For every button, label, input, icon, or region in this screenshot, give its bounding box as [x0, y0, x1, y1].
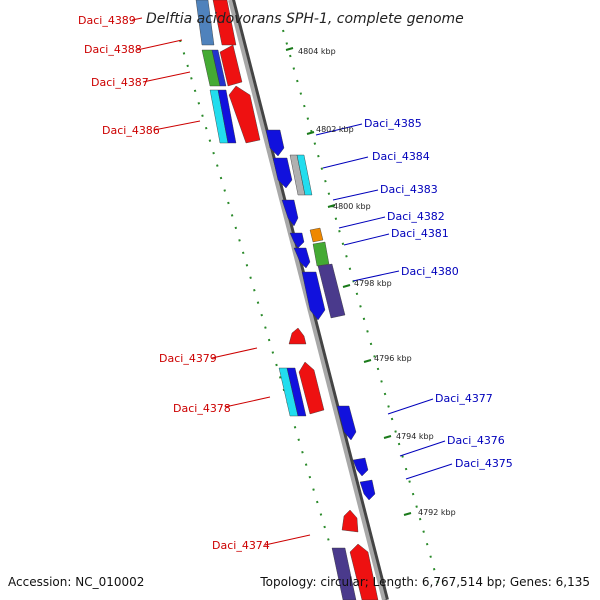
kbp-label-4794: 4794 kbp: [396, 432, 434, 441]
gene-label-daci-4375[interactable]: Daci_4375: [455, 457, 513, 470]
gene-arrow-daci-4375[interactable]: [359, 479, 376, 501]
genome-title: Delftia acidovorans SPH-1, complete geno…: [146, 11, 464, 27]
gene-label-daci-4383[interactable]: Daci_4383: [380, 183, 438, 196]
leader-daci-4381: [343, 233, 390, 246]
genome-backbone: [228, 0, 386, 600]
kbp-label-4792: 4792 kbp: [418, 508, 456, 517]
leader-daci-4386: [153, 120, 201, 131]
kbp-tick-4804: [285, 47, 294, 51]
leader-daci-4379: [211, 347, 258, 359]
gene-arrow-daci-4379[interactable]: [288, 327, 307, 345]
gene-label-daci-4389[interactable]: Daci_4389: [78, 14, 136, 27]
gene-arrow-daci-4382b[interactable]: [309, 227, 324, 243]
leader-daci-4375: [405, 463, 453, 480]
kbp-label-4796: 4796 kbp: [374, 354, 412, 363]
gene-arrow-daci-4389b[interactable]: [212, 0, 237, 46]
leader-daci-4374: [264, 534, 311, 546]
kbp-label-4798: 4798 kbp: [354, 279, 392, 288]
kbp-label-4800: 4800 kbp: [333, 202, 371, 211]
gene-arrow-daci-4383[interactable]: [281, 199, 299, 227]
gene-arrow-daci-4387b[interactable]: [211, 49, 227, 87]
gene-label-daci-4374[interactable]: Daci_4374: [212, 539, 270, 552]
leader-daci-4389: [131, 17, 143, 21]
gene-label-daci-4380[interactable]: Daci_4380: [401, 265, 459, 278]
gene-label-daci-4385[interactable]: Daci_4385: [364, 117, 422, 130]
gene-arrow-daci-4374[interactable]: [341, 509, 359, 533]
gene-label-daci-4388[interactable]: Daci_4388: [84, 43, 142, 56]
kbp-tick-4794: [383, 435, 392, 439]
gene-label-daci-4379[interactable]: Daci_4379: [159, 352, 217, 365]
gene-arrow-daci-4386c[interactable]: [228, 85, 261, 144]
gene-arrow-daci-4377[interactable]: [336, 405, 357, 441]
leader-daci-4376: [399, 440, 446, 457]
gene-arrow-daci-4384c[interactable]: [296, 154, 313, 196]
gene-arrow-daci-4378c[interactable]: [298, 361, 325, 415]
leader-daci-4377: [387, 398, 434, 415]
gene-arrow-daci-4381b[interactable]: [312, 241, 330, 267]
leader-daci-4388: [136, 39, 183, 51]
kbp-ticks: [285, 47, 412, 516]
leader-daci-4380: [352, 270, 400, 282]
gene-arrow-daci-4389[interactable]: [195, 0, 215, 46]
kbp-label-4804: 4804 kbp: [298, 47, 336, 56]
leader-daci-4382: [338, 216, 386, 229]
gene-label-daci-4387[interactable]: Daci_4387: [91, 76, 149, 89]
gene-arrow-daci-4373b[interactable]: [349, 543, 379, 600]
gene-arrow-daci-4385[interactable]: [265, 129, 285, 157]
leader-daci-4383: [332, 189, 379, 201]
gene-label-daci-4384[interactable]: Daci_4384: [372, 150, 430, 163]
genome-summary-text: Topology: circular; Length: 6,767,514 bp…: [259, 575, 590, 589]
leader-daci-4384: [322, 156, 369, 169]
gene-label-daci-4381[interactable]: Daci_4381: [391, 227, 449, 240]
gene-arrow-daci-4382[interactable]: [289, 232, 305, 249]
gene-arrow-daci-4388[interactable]: [219, 44, 243, 87]
gene-label-daci-4382[interactable]: Daci_4382: [387, 210, 445, 223]
gene-arrow-daci-4384a[interactable]: [272, 157, 293, 189]
gene-label-daci-4378[interactable]: Daci_4378: [173, 402, 231, 415]
kbp-tick-4796: [363, 359, 372, 363]
kbp-tick-4792: [403, 512, 412, 516]
accession-text: Accession: NC_010002: [8, 575, 144, 589]
leader-daci-4378: [224, 396, 271, 408]
gene-arrow-daci-4376[interactable]: [352, 457, 369, 477]
gene-label-daci-4386[interactable]: Daci_4386: [102, 124, 160, 137]
kbp-tick-4802: [306, 131, 315, 135]
gene-arrow-daci-4380a[interactable]: [301, 271, 326, 321]
kbp-tick-4800: [327, 204, 336, 208]
gene-label-daci-4376[interactable]: Daci_4376: [447, 434, 505, 447]
gene-arrow-daci-4381[interactable]: [293, 247, 311, 269]
label-leader-lines: [131, 17, 453, 546]
kbp-tick-4798: [342, 284, 351, 288]
leader-daci-4385: [315, 123, 363, 136]
kbp-label-4802: 4802 kbp: [316, 125, 354, 134]
gene-arrow-daci-4386b[interactable]: [217, 89, 237, 144]
leader-daci-4387: [142, 71, 191, 83]
reverse-strand-genes: [195, 0, 379, 600]
gene-arrow-daci-4373a[interactable]: [331, 547, 357, 600]
gene-arrow-daci-4378b[interactable]: [286, 367, 307, 417]
forward-strand-genes: [265, 129, 376, 501]
gene-label-daci-4377[interactable]: Daci_4377: [435, 392, 493, 405]
gene-arrow-daci-4380b[interactable]: [317, 263, 346, 319]
